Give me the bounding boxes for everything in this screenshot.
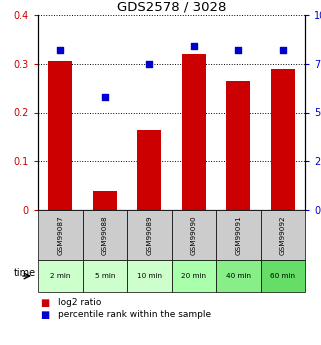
Bar: [127, 210, 171, 260]
Text: GSM99088: GSM99088: [102, 215, 108, 255]
Text: time: time: [14, 268, 36, 277]
Text: GSM99087: GSM99087: [57, 215, 63, 255]
Bar: [127, 260, 171, 292]
Bar: [171, 210, 216, 260]
Bar: [171, 260, 216, 292]
Bar: [181, 54, 206, 210]
Text: ■: ■: [40, 310, 49, 320]
Bar: [261, 210, 305, 260]
Text: ■: ■: [40, 298, 49, 308]
Text: GSM99092: GSM99092: [280, 215, 286, 255]
Bar: [48, 61, 73, 210]
Bar: [82, 260, 127, 292]
Text: 5 min: 5 min: [95, 273, 115, 279]
Text: GSM99090: GSM99090: [191, 215, 197, 255]
Point: [58, 47, 63, 53]
Text: log2 ratio: log2 ratio: [58, 298, 101, 307]
Point: [236, 47, 241, 53]
Text: 60 min: 60 min: [270, 273, 295, 279]
Bar: [137, 130, 161, 210]
Bar: [216, 210, 261, 260]
Text: GSM99089: GSM99089: [146, 215, 152, 255]
Text: percentile rank within the sample: percentile rank within the sample: [58, 310, 211, 319]
Point: [102, 94, 107, 100]
Point: [280, 47, 285, 53]
Bar: [226, 81, 250, 210]
Bar: [271, 69, 295, 210]
Bar: [92, 191, 117, 210]
Point: [191, 43, 196, 49]
Bar: [38, 260, 82, 292]
Text: 10 min: 10 min: [137, 273, 162, 279]
Bar: [216, 260, 261, 292]
Title: GDS2578 / 3028: GDS2578 / 3028: [117, 1, 226, 14]
Bar: [82, 210, 127, 260]
Bar: [261, 260, 305, 292]
Text: GSM99091: GSM99091: [235, 215, 241, 255]
Point: [147, 61, 152, 67]
Text: 20 min: 20 min: [181, 273, 206, 279]
Text: 40 min: 40 min: [226, 273, 251, 279]
Text: 2 min: 2 min: [50, 273, 70, 279]
Bar: [38, 210, 82, 260]
